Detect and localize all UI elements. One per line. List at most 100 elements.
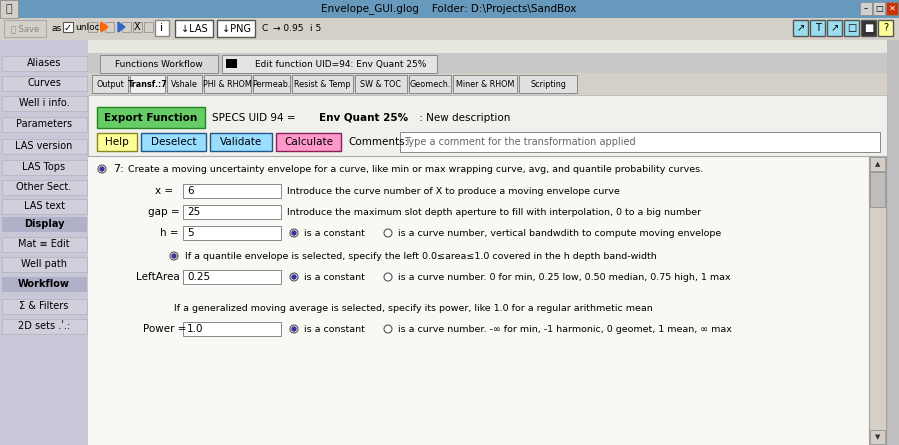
Text: 25: 25 [187, 207, 200, 217]
Text: is a constant: is a constant [304, 228, 365, 238]
Text: 💾 Save: 💾 Save [11, 24, 40, 33]
Text: Display: Display [23, 219, 64, 229]
Text: Well i info.: Well i info. [19, 98, 69, 108]
Bar [183, 322, 281, 336]
Bar [133, 22, 142, 32]
Text: ✕: ✕ [888, 4, 895, 13]
Text: ↓LAS: ↓LAS [181, 24, 208, 33]
Bar [222, 55, 437, 73]
Bar [2, 319, 87, 334]
Circle shape [292, 327, 296, 331]
Polygon shape [101, 22, 108, 32]
Text: Export Function: Export Function [104, 113, 198, 122]
Bar [226, 59, 237, 68]
Bar [2, 76, 87, 91]
Text: → 0.95: → 0.95 [273, 24, 304, 33]
Bar [2, 117, 87, 132]
Bar [810, 20, 825, 36]
Text: h =: h = [160, 228, 179, 238]
Text: PHI & RHOM: PHI & RHOM [203, 80, 252, 89]
Text: ↓PNG: ↓PNG [221, 24, 251, 33]
Bar [2, 277, 87, 292]
Text: Deselect: Deselect [151, 137, 196, 147]
Bar [0, 18, 899, 40]
Bar [167, 75, 202, 93]
Circle shape [172, 254, 176, 258]
Text: is a curve number. 0 for min, 0.25 low, 0.50 median, 0.75 high, 1 max: is a curve number. 0 for min, 0.25 low, … [398, 272, 731, 282]
Text: Curves: Curves [27, 78, 61, 88]
Bar [844, 20, 859, 36]
Text: ■: ■ [864, 23, 873, 33]
Bar [204, 75, 251, 93]
Text: SW & TOC: SW & TOC [360, 80, 402, 89]
Text: ▼: ▼ [875, 434, 880, 440]
Bar [2, 180, 87, 195]
Text: Calculate: Calculate [284, 137, 333, 147]
Bar [88, 73, 887, 95]
Bar [519, 75, 577, 93]
Text: –: – [864, 4, 868, 13]
Bar [2, 56, 87, 71]
Text: Resist & Temp: Resist & Temp [294, 80, 351, 89]
Text: Well path: Well path [21, 259, 67, 269]
Bar [175, 20, 213, 37]
Polygon shape [118, 22, 125, 32]
Text: LAS text: LAS text [23, 201, 65, 211]
Text: If a generalized moving average is selected, specify its power, like 1.0 for a r: If a generalized moving average is selec… [174, 303, 653, 312]
Text: Aliases: Aliases [27, 58, 61, 68]
Bar [141, 133, 206, 151]
Bar [0, 40, 88, 445]
Text: 5: 5 [187, 228, 193, 238]
Circle shape [290, 229, 298, 237]
Bar [253, 75, 290, 93]
Text: LAS version: LAS version [15, 141, 73, 151]
Bar [183, 270, 281, 284]
Bar [861, 20, 876, 36]
Bar [827, 20, 842, 36]
Bar [2, 96, 87, 111]
Text: Σ & Filters: Σ & Filters [19, 301, 68, 311]
Text: Envelope_GUI.glog    Folder: D:\Projects\SandBox: Envelope_GUI.glog Folder: D:\Projects\Sa… [321, 4, 576, 14]
Bar [0, 0, 899, 18]
Bar [97, 107, 205, 128]
Text: ▲: ▲ [875, 161, 880, 167]
Circle shape [170, 252, 178, 260]
Text: Miner & RHOM: Miner & RHOM [456, 80, 514, 89]
Bar [2, 257, 87, 272]
Text: T: T [814, 23, 821, 33]
Text: i: i [160, 23, 164, 33]
Text: Type a comment for the transformation applied: Type a comment for the transformation ap… [404, 137, 636, 147]
Bar [183, 205, 281, 219]
Bar [2, 139, 87, 154]
Text: is a constant: is a constant [304, 324, 365, 333]
Text: 2D sets .ʹ.:: 2D sets .ʹ.: [18, 321, 70, 331]
Text: LAS Tops: LAS Tops [22, 162, 66, 172]
Bar [144, 22, 153, 32]
Bar [869, 156, 886, 445]
Bar [400, 132, 880, 152]
Circle shape [290, 273, 298, 281]
Bar [88, 22, 97, 32]
Bar [878, 20, 893, 36]
Text: Edit function UID=94: Env Quant 25%: Edit function UID=94: Env Quant 25% [255, 60, 427, 69]
Bar [183, 184, 281, 198]
Text: Comments:: Comments: [348, 137, 408, 147]
Bar [355, 75, 407, 93]
Text: gap =: gap = [148, 207, 180, 217]
Bar [88, 156, 868, 445]
Text: Permeab.: Permeab. [253, 80, 290, 89]
Bar [793, 20, 808, 36]
Circle shape [100, 167, 104, 171]
Text: Parameters: Parameters [16, 119, 72, 129]
Bar [88, 53, 887, 75]
Circle shape [98, 165, 106, 173]
Bar [2, 199, 87, 214]
Bar [276, 133, 341, 151]
Bar [873, 2, 885, 15]
Text: X: X [134, 22, 141, 32]
Text: ✓: ✓ [64, 23, 72, 33]
Text: is a curve number. -∞ for min, -1 harmonic, 0 geomet, 1 mean, ∞ max: is a curve number. -∞ for min, -1 harmon… [398, 324, 732, 333]
Circle shape [384, 229, 392, 237]
Bar [210, 133, 272, 151]
Text: 1.0: 1.0 [187, 324, 203, 334]
